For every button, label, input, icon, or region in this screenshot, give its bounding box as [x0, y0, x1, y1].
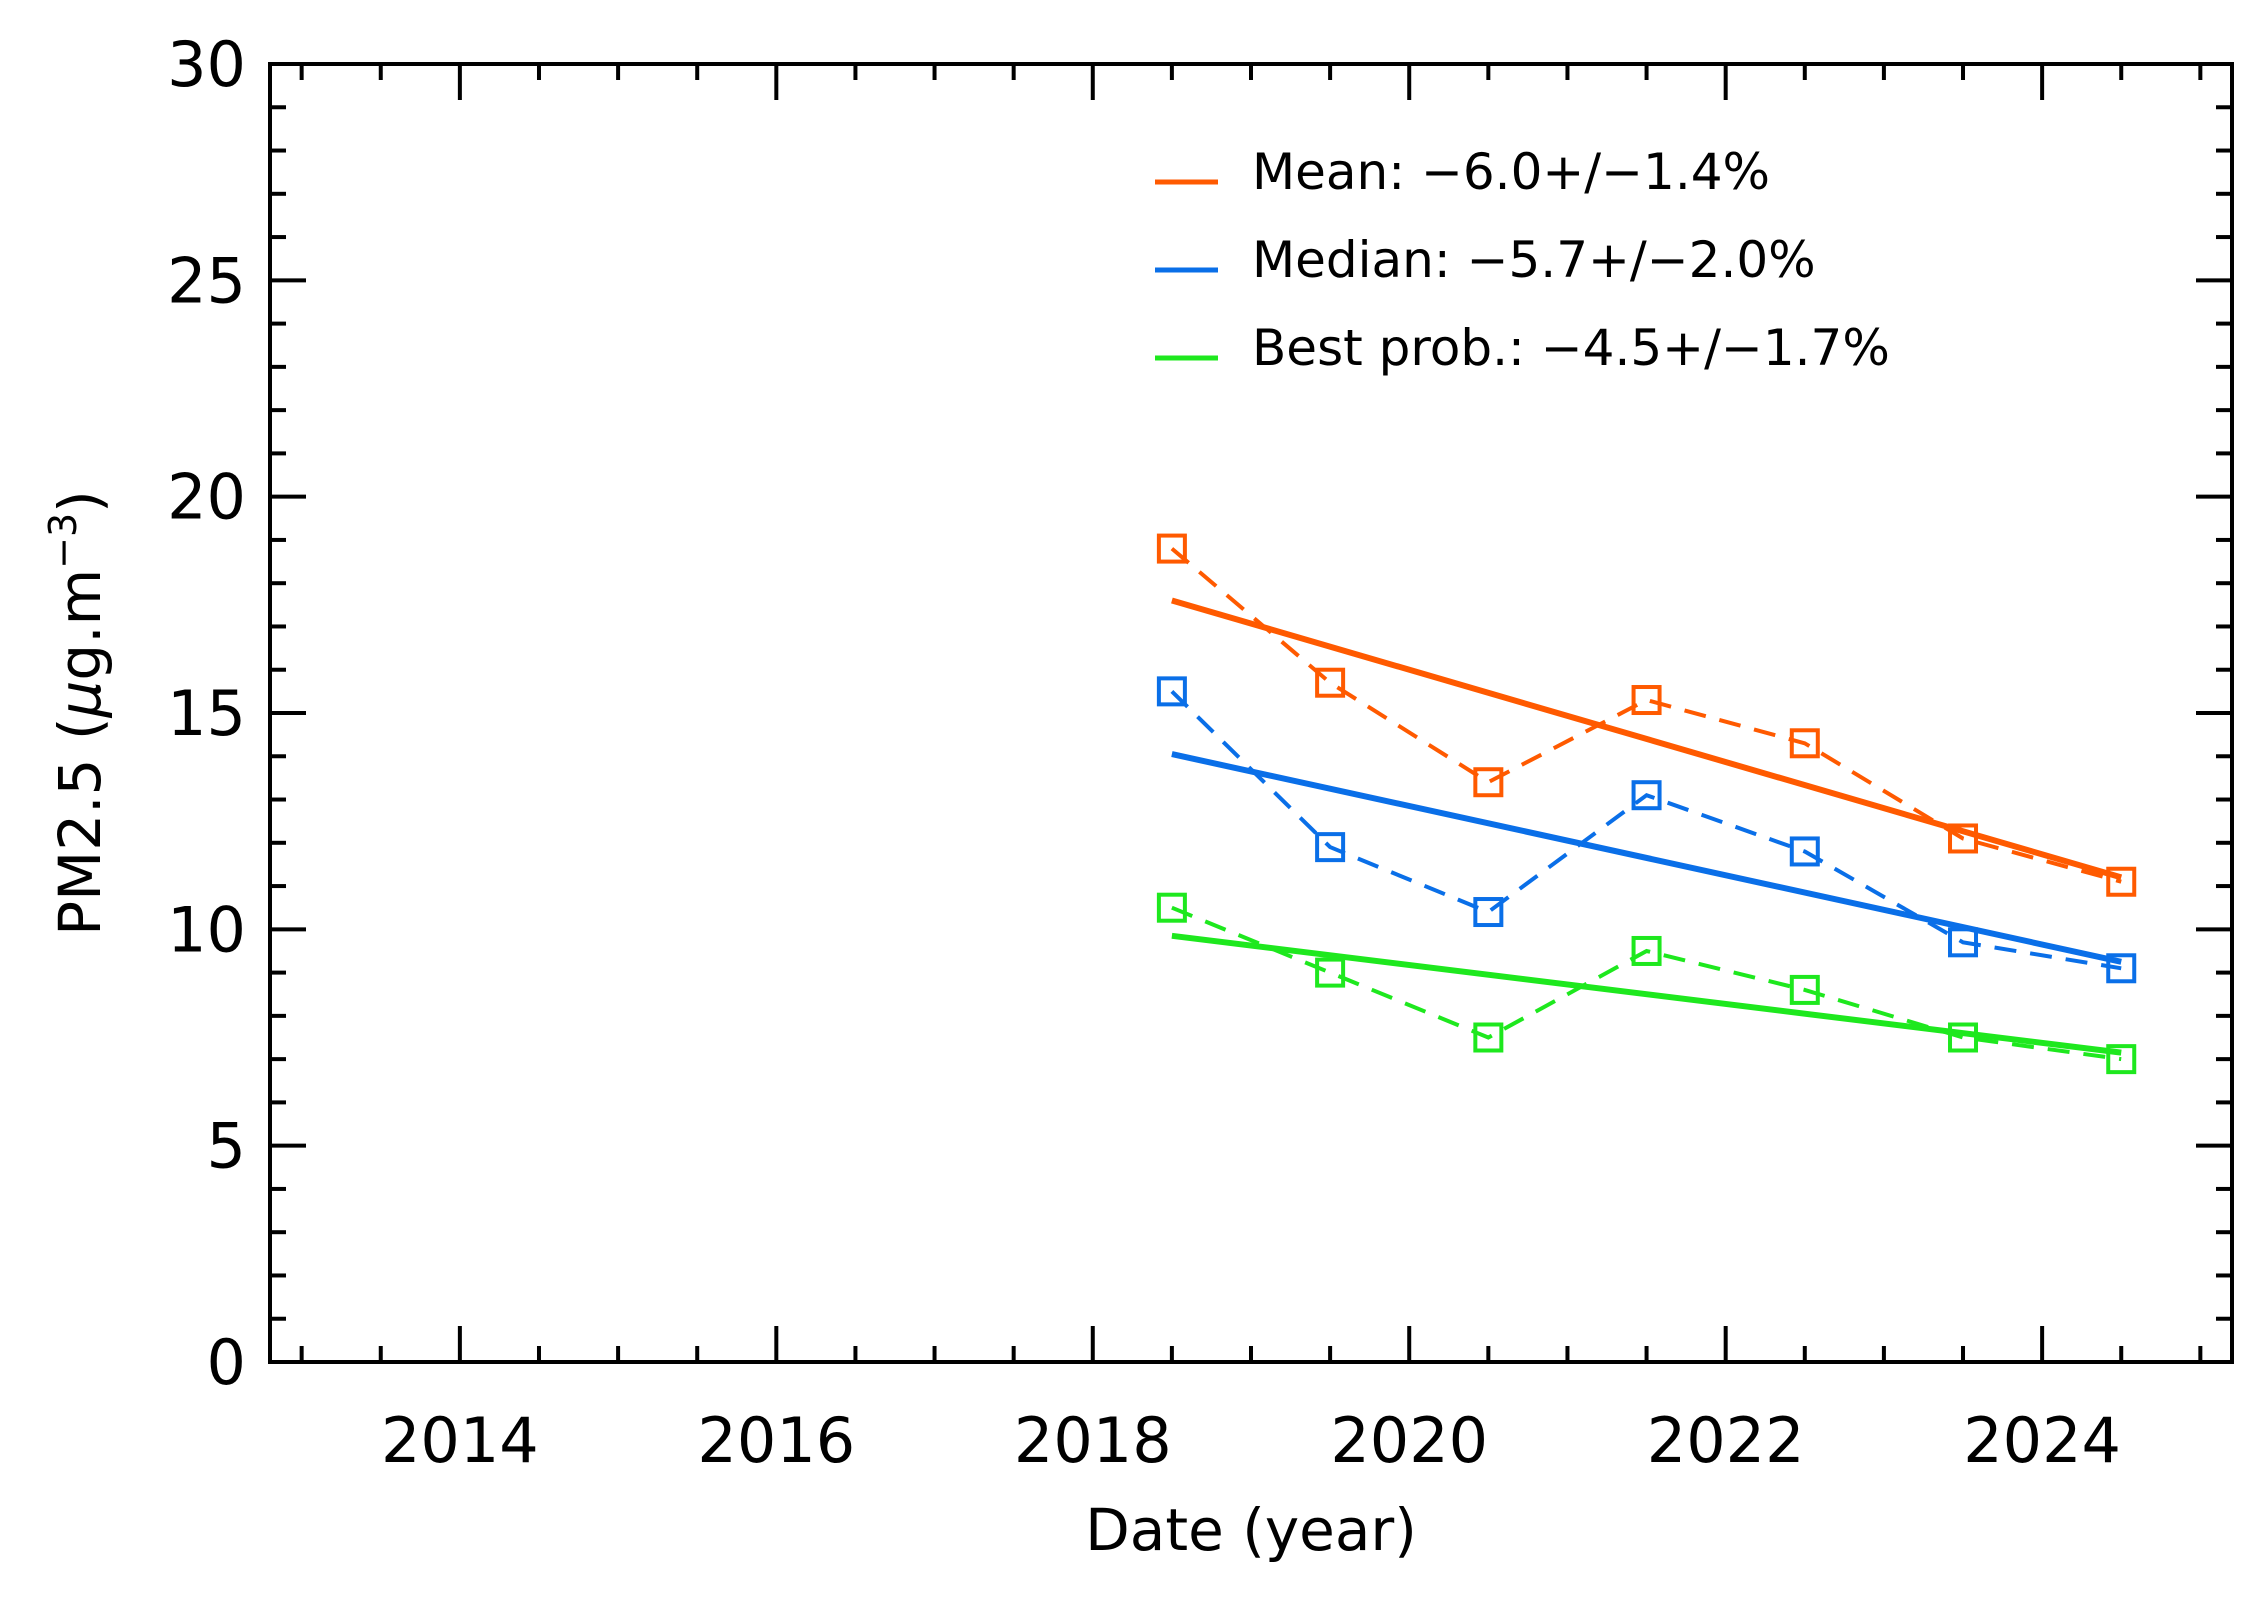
- data-point-marker: [1789, 728, 1820, 759]
- series-3: [1156, 892, 2137, 1075]
- y-tick-label: 10: [167, 893, 246, 966]
- series-trend-line: [1171, 597, 2123, 881]
- y-tick-label: 0: [207, 1326, 246, 1399]
- x-tick-labels: 2014 2016 2018 2020 2022 2024: [381, 1404, 2121, 1477]
- y-axis-title-close: ): [46, 490, 114, 513]
- data-point-marker: [1631, 685, 1662, 716]
- legend-label: Mean: −6.0+/−1.4%: [1252, 143, 1770, 201]
- data-point-marker: [2106, 1044, 2137, 1075]
- data-point-marker: [1156, 533, 1187, 564]
- data-point-marker: [2106, 866, 2137, 897]
- y-tick-labels: 0 5 10 15 20 25 30: [167, 28, 246, 1399]
- y-axis-title-main: PM2.5 (: [46, 718, 114, 936]
- y-tick-label: 30: [167, 28, 246, 101]
- series-trend-line: [1171, 751, 2122, 965]
- series-layer: [1156, 533, 2137, 1075]
- y-axis-title-exponent: −3: [41, 513, 85, 569]
- data-point-marker: [1315, 667, 1346, 698]
- x-tick-label: 2022: [1647, 1404, 1805, 1477]
- y-tick-label: 15: [167, 677, 246, 750]
- x-tick-label: 2018: [1014, 1404, 1172, 1477]
- data-point-marker: [1156, 892, 1187, 923]
- series-data-line: [1170, 547, 2122, 884]
- data-point-marker: [1473, 897, 1504, 928]
- legend: Mean: −6.0+/−1.4% Median: −5.7+/−2.0% Best…: [1155, 143, 1890, 377]
- x-tick-label: 2024: [1963, 1404, 2121, 1477]
- y-axis-title-unit: g.m: [46, 569, 114, 681]
- data-point-marker: [1948, 1022, 1979, 1053]
- data-point-marker: [2106, 953, 2137, 984]
- y-tick-label: 20: [167, 461, 246, 534]
- x-tick-label: 2016: [697, 1404, 855, 1477]
- data-point-marker: [1789, 974, 1820, 1005]
- data-point-marker: [1631, 935, 1662, 966]
- x-tick-label: 2014: [381, 1404, 539, 1477]
- data-point-marker: [1948, 823, 1979, 854]
- series-trend-line: [1171, 932, 2122, 1056]
- x-axis-title: Date (year): [1085, 1496, 1417, 1564]
- legend-label: Median: −5.7+/−2.0%: [1252, 231, 1816, 289]
- axis-ticks: [270, 62, 2232, 1364]
- y-axis-title: PM2.5 (μg.m−3): [41, 490, 114, 936]
- plot-frame: [268, 62, 2234, 1364]
- x-tick-label: 2020: [1330, 1404, 1488, 1477]
- series-2: [1156, 676, 2137, 984]
- series-data-line: [1170, 689, 2122, 971]
- data-point-marker: [1789, 836, 1820, 867]
- y-tick-label: 5: [207, 1110, 246, 1183]
- data-point-marker: [1315, 832, 1346, 863]
- data-point-marker: [1631, 780, 1662, 811]
- data-point-marker: [1315, 957, 1346, 988]
- y-axis-title-mu: μ: [46, 681, 114, 719]
- series-1: [1156, 533, 2137, 897]
- y-tick-label: 25: [167, 244, 246, 317]
- data-point-marker: [1156, 676, 1187, 707]
- data-point-marker: [1473, 1022, 1504, 1053]
- legend-label: Best prob.: −4.5+/−1.7%: [1252, 319, 1890, 377]
- data-point-marker: [1473, 767, 1504, 798]
- series-data-line: [1171, 905, 2122, 1062]
